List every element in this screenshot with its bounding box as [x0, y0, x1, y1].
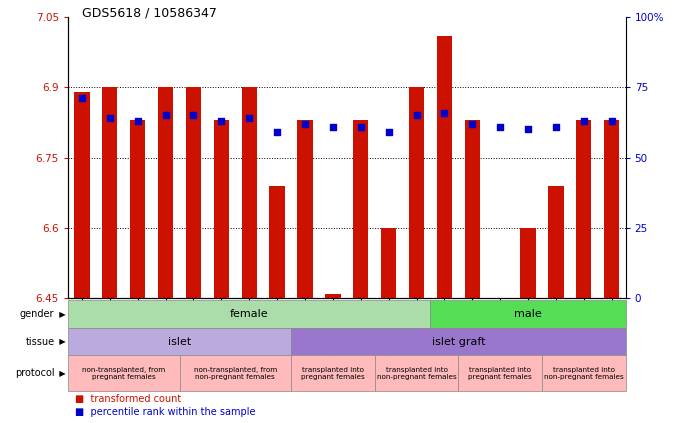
Point: [551, 123, 562, 130]
Text: ■  percentile rank within the sample: ■ percentile rank within the sample: [75, 407, 255, 417]
Text: non-transplanted, from
non-pregnant females: non-transplanted, from non-pregnant fema…: [194, 367, 277, 380]
Point: [188, 112, 199, 119]
Text: islet: islet: [168, 337, 191, 346]
Text: non-transplanted, from
pregnant females: non-transplanted, from pregnant females: [82, 367, 165, 380]
Text: male: male: [514, 309, 542, 319]
Bar: [297, 120, 313, 298]
Text: transplanted into
non-pregnant females: transplanted into non-pregnant females: [377, 367, 456, 380]
Bar: [437, 36, 452, 298]
Text: islet graft: islet graft: [432, 337, 485, 346]
Point: [328, 123, 339, 130]
Point: [466, 121, 477, 127]
Bar: [102, 87, 118, 298]
Point: [384, 129, 394, 136]
Bar: [214, 120, 229, 298]
Point: [299, 121, 310, 127]
Bar: [186, 87, 201, 298]
Bar: [325, 294, 341, 298]
Point: [104, 115, 115, 121]
Text: ▶: ▶: [54, 369, 66, 378]
Text: female: female: [230, 309, 269, 319]
Bar: [576, 120, 592, 298]
Text: transplanted into
pregnant females: transplanted into pregnant females: [469, 367, 532, 380]
Bar: [74, 92, 90, 298]
Point: [216, 118, 227, 124]
Text: tissue: tissue: [25, 337, 54, 346]
Point: [272, 129, 283, 136]
Point: [578, 118, 589, 124]
Text: transplanted into
pregnant females: transplanted into pregnant females: [301, 367, 364, 380]
Point: [76, 95, 87, 102]
Text: ■  transformed count: ■ transformed count: [75, 394, 181, 404]
Text: GDS5618 / 10586347: GDS5618 / 10586347: [82, 6, 217, 19]
Bar: [520, 228, 536, 298]
Bar: [381, 228, 396, 298]
Point: [160, 112, 171, 119]
Point: [132, 118, 143, 124]
Text: transplanted into
non-pregnant females: transplanted into non-pregnant females: [544, 367, 624, 380]
Point: [355, 123, 366, 130]
Bar: [130, 120, 146, 298]
Bar: [353, 120, 369, 298]
Bar: [241, 87, 257, 298]
Point: [607, 118, 617, 124]
Text: ▶: ▶: [54, 310, 66, 319]
Text: gender: gender: [20, 309, 54, 319]
Text: ▶: ▶: [54, 337, 66, 346]
Bar: [269, 186, 285, 298]
Bar: [604, 120, 619, 298]
Point: [522, 126, 533, 133]
Bar: [409, 87, 424, 298]
Point: [244, 115, 255, 121]
Bar: [158, 87, 173, 298]
Point: [411, 112, 422, 119]
Bar: [548, 186, 564, 298]
Bar: [464, 120, 480, 298]
Point: [439, 109, 450, 116]
Text: protocol: protocol: [15, 368, 54, 378]
Point: [495, 123, 506, 130]
